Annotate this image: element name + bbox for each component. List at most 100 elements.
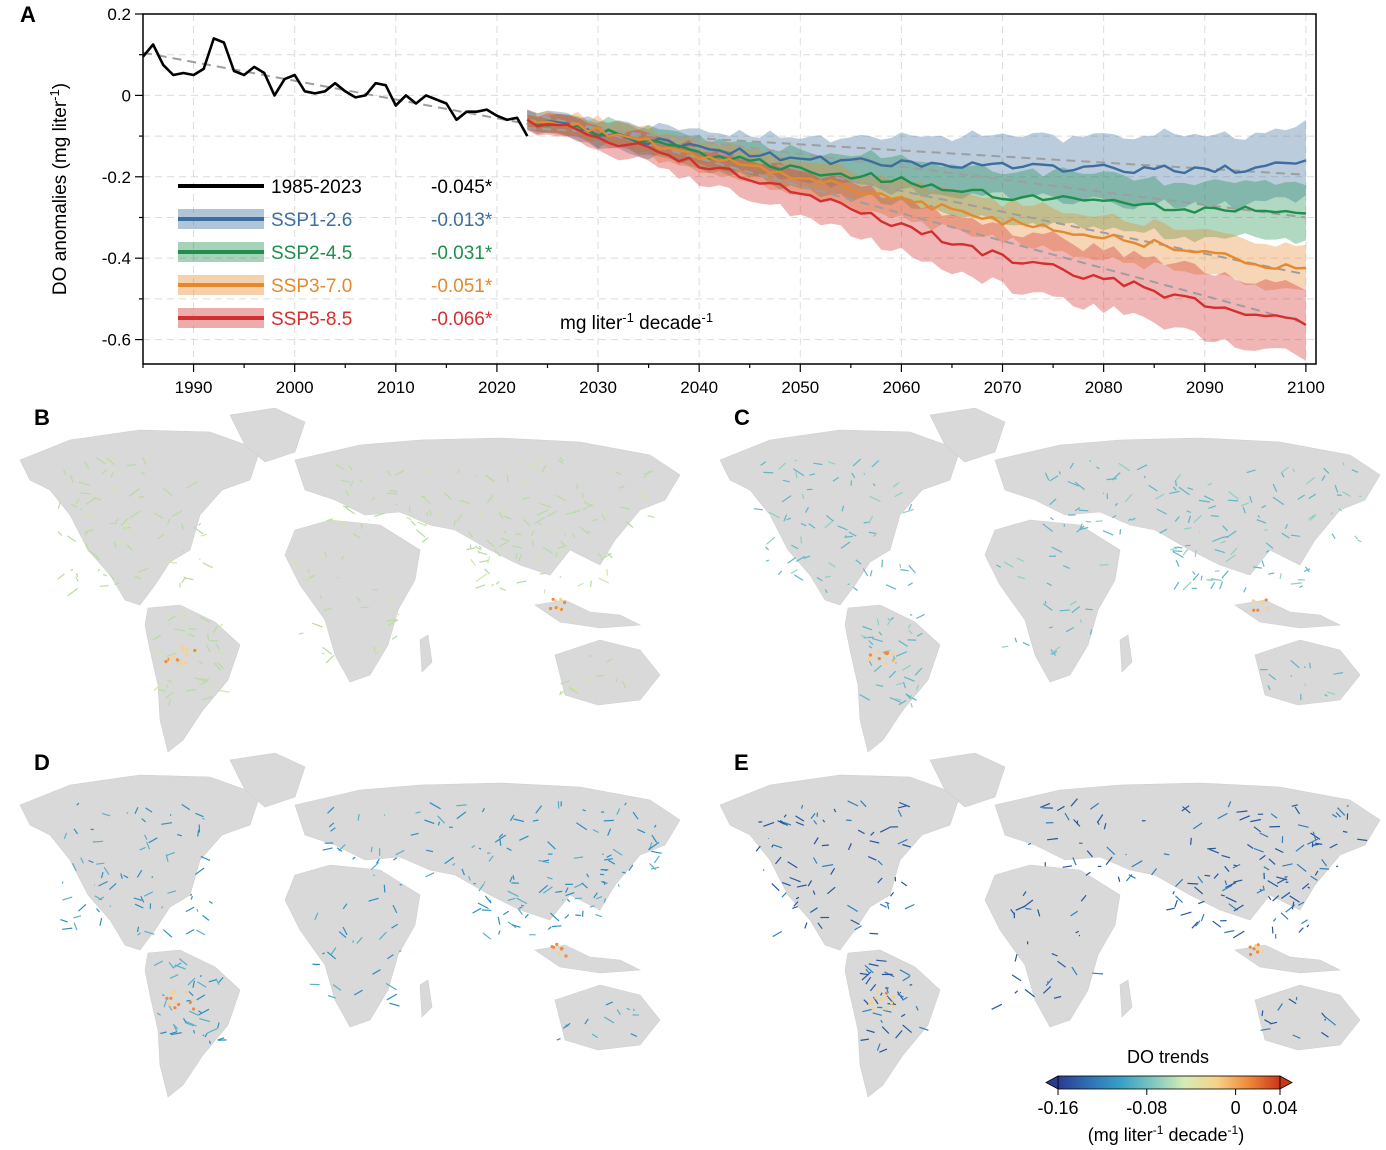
river-segment xyxy=(618,485,625,489)
river-segment xyxy=(328,822,335,828)
hotspot xyxy=(890,1001,894,1005)
land-africa xyxy=(284,519,421,683)
river-segment xyxy=(1045,977,1053,986)
river-segment xyxy=(566,510,577,515)
river-segment xyxy=(1192,571,1196,575)
river-segment xyxy=(1042,603,1053,611)
river-segment xyxy=(1078,509,1089,512)
river-segment xyxy=(498,930,501,935)
river-segment xyxy=(415,529,426,538)
river-segment xyxy=(474,545,482,551)
river-segment xyxy=(392,904,398,914)
river-segment xyxy=(1014,990,1019,994)
colorbar-ticks: -0.16 -0.08 0 0.04 xyxy=(1037,1089,1298,1118)
river-segment xyxy=(1222,884,1233,892)
river-segment xyxy=(320,556,325,562)
river-segment xyxy=(1011,974,1022,982)
river-segment xyxy=(456,804,467,807)
x-tick-label-2060: 2060 xyxy=(882,378,920,397)
river-segment xyxy=(479,559,489,563)
river-segment xyxy=(357,813,360,821)
land-africa xyxy=(984,519,1121,683)
hotspot xyxy=(174,1001,178,1005)
river-segment xyxy=(1105,856,1113,866)
river-segment xyxy=(1217,812,1228,820)
river-segment xyxy=(1198,531,1201,533)
river-segment xyxy=(543,589,546,594)
hotspot xyxy=(563,600,567,605)
river-segment xyxy=(521,496,531,500)
hotspot xyxy=(555,942,559,946)
river-segment xyxy=(1268,572,1275,575)
river-segment xyxy=(338,931,347,939)
river-segment xyxy=(330,947,337,955)
colorbar-tick-label-1: -0.08 xyxy=(1126,1098,1167,1118)
river-segment xyxy=(916,632,923,637)
river-segment xyxy=(322,646,333,655)
river-segment xyxy=(475,573,488,582)
hotspot xyxy=(1254,944,1258,948)
river-segment xyxy=(895,682,903,686)
river-segment xyxy=(868,645,873,649)
river-segment xyxy=(1096,821,1100,825)
river-segment xyxy=(410,520,416,526)
river-segment xyxy=(368,897,379,902)
river-segment xyxy=(77,903,87,912)
river-segment xyxy=(862,568,869,577)
river-segment xyxy=(119,469,123,475)
hotspot xyxy=(884,991,889,995)
river-segment xyxy=(866,1029,875,1034)
river-segment xyxy=(792,468,805,477)
river-segment xyxy=(1172,551,1184,559)
river-segment xyxy=(83,461,90,470)
river-segment xyxy=(1269,1021,1278,1025)
river-segment xyxy=(168,962,175,969)
river-segment xyxy=(1267,880,1279,888)
river-segment xyxy=(810,813,816,819)
river-segment xyxy=(199,975,202,977)
river-segment xyxy=(531,540,535,546)
river-segment xyxy=(76,802,80,806)
river-segment xyxy=(1212,920,1222,928)
river-segment xyxy=(1268,858,1276,865)
river-segment xyxy=(873,664,882,673)
river-segment xyxy=(468,875,471,881)
river-segment xyxy=(1089,629,1093,635)
river-segment xyxy=(556,494,566,502)
river-segment xyxy=(1212,536,1223,543)
river-segment xyxy=(813,837,819,845)
river-segment xyxy=(821,844,829,847)
river-segment xyxy=(1236,810,1248,813)
river-segment xyxy=(494,834,507,843)
river-segment xyxy=(840,541,851,549)
river-segment xyxy=(617,884,620,887)
river-segment xyxy=(607,828,612,836)
river-segment xyxy=(1323,467,1330,474)
x-tick-label-2020: 2020 xyxy=(478,378,516,397)
river-segment xyxy=(881,1026,890,1034)
river-segment xyxy=(1281,466,1290,473)
river-segment xyxy=(1233,879,1243,883)
river-segment xyxy=(125,522,128,530)
river-segment xyxy=(160,1031,167,1035)
river-segment xyxy=(765,546,770,551)
river-segment xyxy=(342,903,348,910)
river-segment xyxy=(1312,831,1317,840)
river-segment xyxy=(595,913,603,918)
river-segment xyxy=(581,882,588,889)
river-segment xyxy=(201,696,213,701)
river-segment xyxy=(538,884,548,894)
river-segment xyxy=(70,568,74,571)
river-segment xyxy=(502,910,510,916)
river-segment xyxy=(136,926,140,933)
river-segment xyxy=(1198,499,1211,503)
river-segment xyxy=(1259,854,1266,861)
river-segment xyxy=(595,896,603,900)
river-segment xyxy=(482,932,492,940)
river-segment xyxy=(1064,812,1070,821)
colorbar-gradient xyxy=(1057,1075,1281,1090)
river-segment xyxy=(763,471,774,474)
map-panel-b: B xyxy=(19,405,681,753)
river-segment xyxy=(98,880,108,887)
river-segment xyxy=(603,898,607,903)
